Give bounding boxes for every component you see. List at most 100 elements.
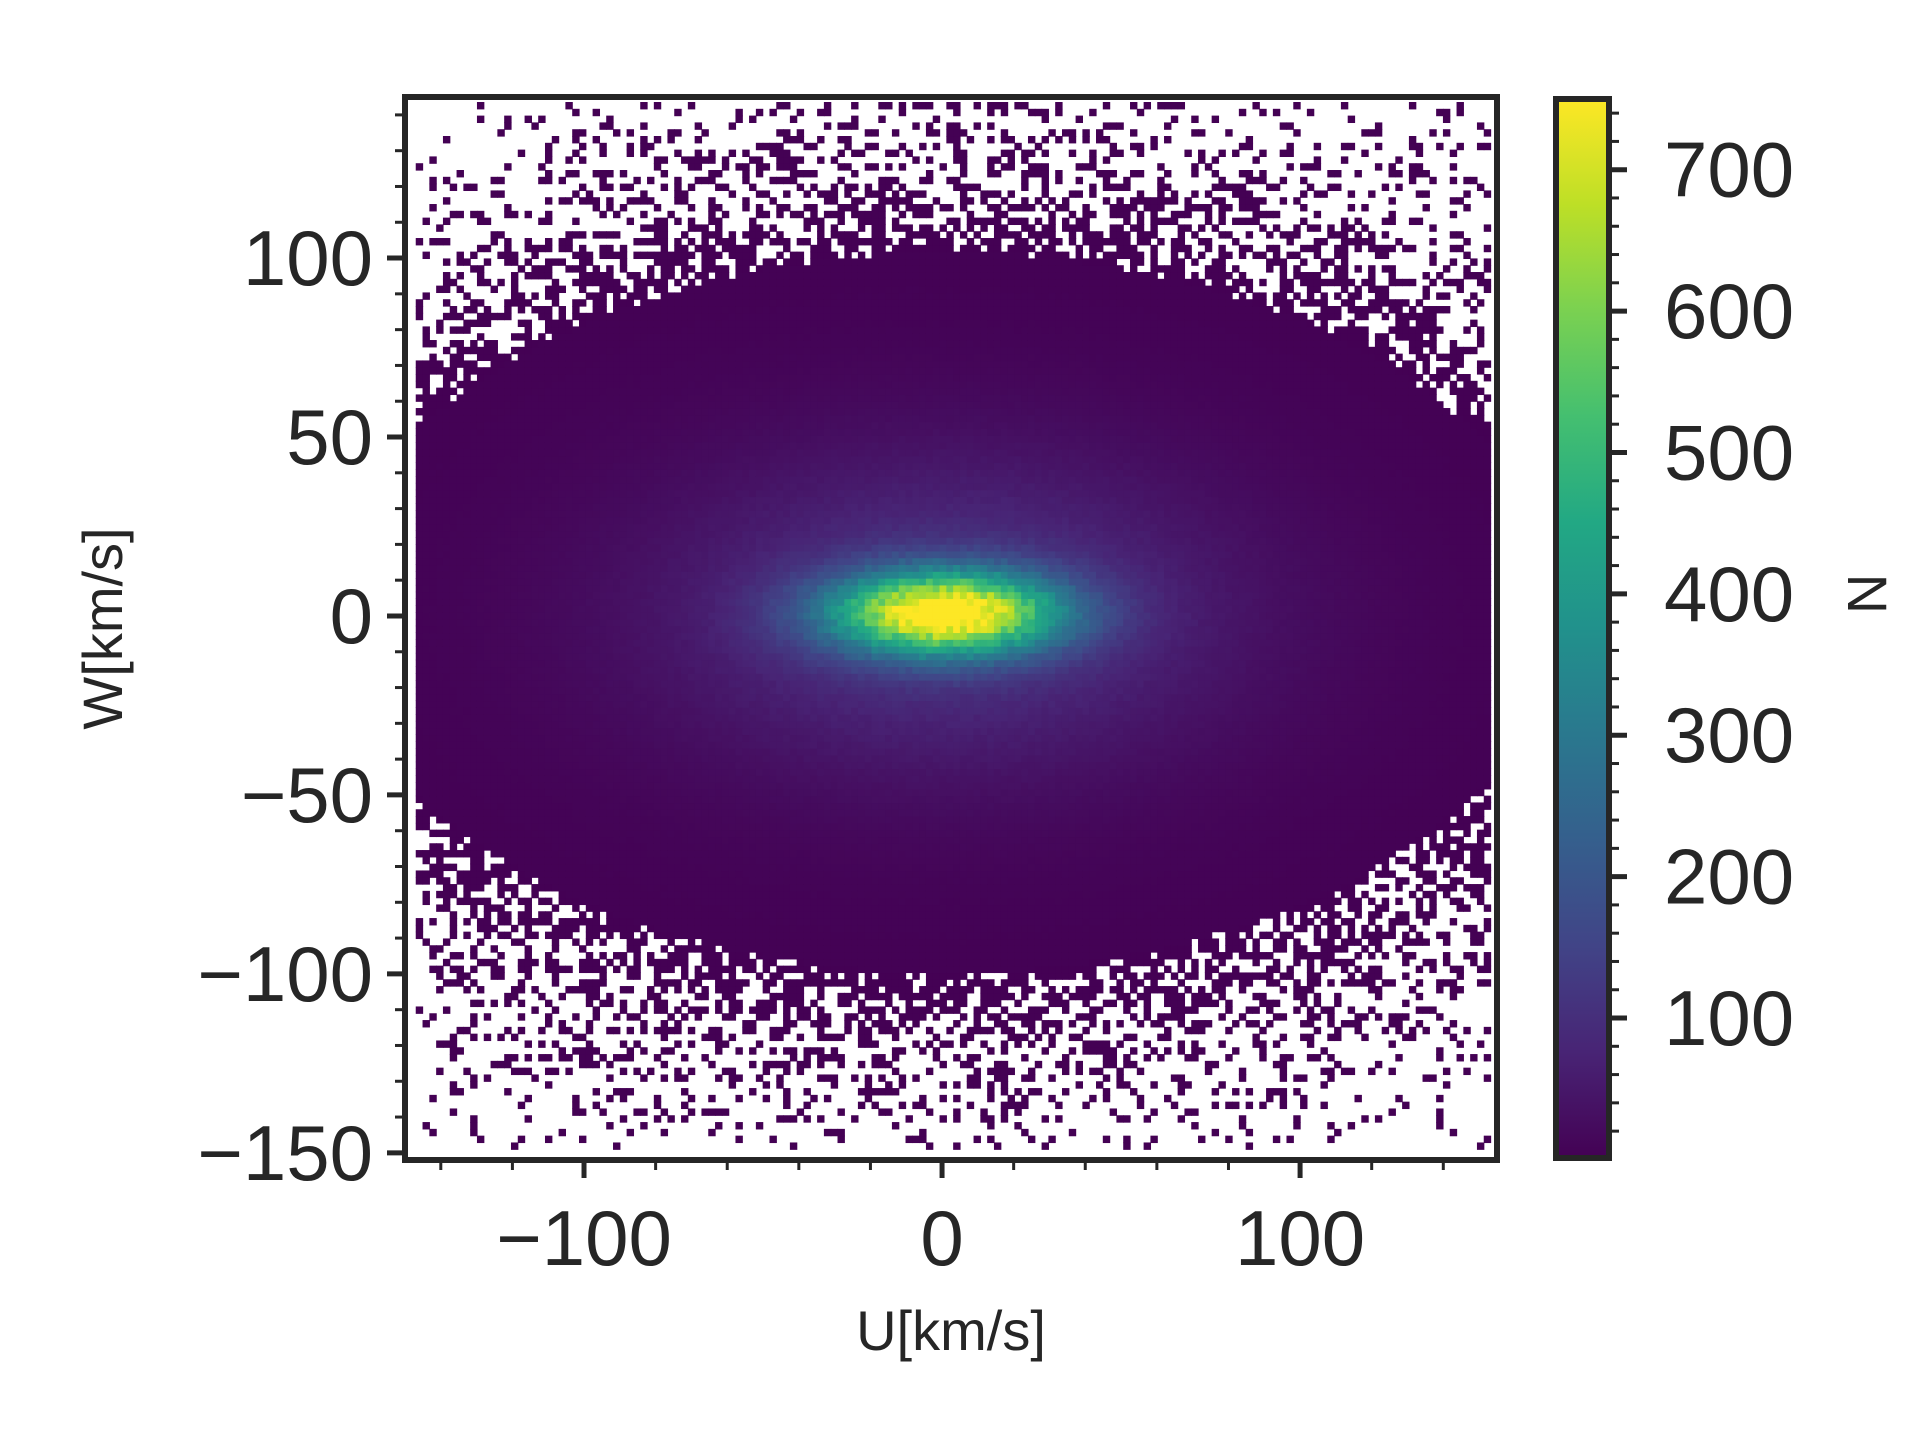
heatmap-cell	[660, 272, 669, 280]
heatmap-cell	[442, 387, 451, 396]
heatmap-cell	[497, 761, 505, 770]
heatmap-cell	[694, 884, 703, 892]
heatmap-cell	[728, 680, 737, 688]
heatmap-cell	[619, 686, 628, 695]
heatmap-cell	[531, 346, 539, 355]
heatmap-cell	[728, 809, 737, 817]
heatmap-cell	[653, 618, 662, 627]
heatmap-cell	[694, 727, 703, 736]
heatmap-cell	[565, 523, 573, 532]
heatmap-cell	[572, 605, 580, 613]
heatmap-cell	[544, 210, 553, 219]
heatmap-cell	[572, 904, 580, 912]
heatmap-cell	[585, 720, 594, 729]
heatmap-cell	[619, 584, 628, 593]
heatmap-cell	[728, 1013, 737, 1021]
heatmap-cell	[510, 734, 519, 742]
plot-area	[402, 94, 1500, 1163]
heatmap-cell	[436, 455, 444, 464]
heatmap-cell	[510, 843, 519, 851]
heatmap-cell	[415, 462, 424, 470]
heatmap-cell	[592, 591, 601, 600]
heatmap-cell	[544, 374, 553, 382]
heatmap-cell	[490, 965, 498, 974]
heatmap-cell	[708, 972, 716, 980]
heatmap-cell	[483, 646, 492, 654]
heatmap-cell	[497, 387, 505, 396]
heatmap-cell	[599, 877, 607, 885]
heatmap-cell	[653, 557, 662, 566]
heatmap-cell	[449, 693, 458, 702]
heatmap-cell	[640, 360, 648, 368]
heatmap-cell	[497, 965, 505, 974]
heatmap-cell	[579, 421, 587, 430]
heatmap-cell	[653, 931, 662, 940]
heatmap-cell	[476, 646, 485, 654]
heatmap-cell	[449, 924, 458, 933]
heatmap-cell	[456, 754, 464, 763]
heatmap-cell	[572, 455, 580, 464]
heatmap-cell	[551, 591, 560, 600]
heatmap-cell	[449, 605, 458, 613]
heatmap-cell	[422, 340, 430, 348]
heatmap-cell	[449, 584, 458, 593]
heatmap-cell	[442, 482, 451, 491]
heatmap-cell	[687, 394, 696, 402]
heatmap-cell	[660, 754, 669, 763]
heatmap-cell	[619, 1006, 628, 1014]
heatmap-cell	[715, 618, 723, 627]
heatmap-cell	[585, 1047, 594, 1055]
heatmap-cell	[640, 578, 648, 586]
heatmap-cell	[599, 870, 607, 878]
heatmap-cell	[708, 299, 716, 307]
heatmap-cell	[694, 455, 703, 464]
heatmap-cell	[429, 918, 437, 926]
heatmap-cell	[504, 115, 512, 124]
heatmap-cell	[715, 856, 723, 865]
heatmap-cell	[640, 693, 648, 702]
heatmap-cell	[456, 666, 464, 674]
heatmap-cell	[660, 523, 669, 532]
heatmap-cell	[538, 992, 546, 1001]
heatmap-cell	[504, 1026, 512, 1035]
heatmap-cell	[633, 523, 641, 532]
heatmap-cell	[708, 156, 716, 164]
heatmap-cell	[531, 856, 539, 865]
heatmap-cell	[510, 775, 519, 783]
heatmap-cell	[640, 448, 648, 457]
heatmap-cell	[497, 251, 505, 260]
heatmap-cell	[687, 496, 696, 504]
heatmap-cell	[694, 394, 703, 402]
heatmap-cell	[565, 1054, 573, 1062]
heatmap-cell	[490, 618, 498, 627]
heatmap-cell	[551, 380, 560, 389]
heatmap-cell	[701, 598, 709, 606]
heatmap-cell	[476, 836, 485, 844]
heatmap-cell	[619, 306, 628, 314]
heatmap-cell	[640, 380, 648, 389]
heatmap-cell	[579, 353, 587, 362]
heatmap-cell	[585, 686, 594, 695]
heatmap-cell	[660, 646, 669, 654]
heatmap-cell	[640, 1006, 648, 1014]
heatmap-cell	[470, 795, 478, 804]
heatmap-cell	[449, 707, 458, 715]
heatmap-cell	[626, 482, 635, 491]
heatmap-cell	[456, 625, 464, 634]
heatmap-cell	[572, 584, 580, 593]
heatmap-cell	[544, 639, 553, 647]
heatmap-cell	[572, 686, 580, 695]
heatmap-cell	[592, 775, 601, 783]
heatmap-cell	[565, 319, 573, 328]
heatmap-cell	[429, 401, 437, 409]
heatmap-cell	[572, 435, 580, 443]
heatmap-cell	[531, 503, 539, 511]
heatmap-cell	[531, 537, 539, 545]
heatmap-cell	[667, 924, 675, 933]
heatmap-cell	[524, 238, 532, 246]
heatmap-cell	[456, 734, 464, 742]
heatmap-cell	[510, 673, 519, 681]
heatmap-cell	[436, 877, 444, 885]
heatmap-cell	[436, 720, 444, 729]
heatmap-cell	[626, 836, 635, 844]
